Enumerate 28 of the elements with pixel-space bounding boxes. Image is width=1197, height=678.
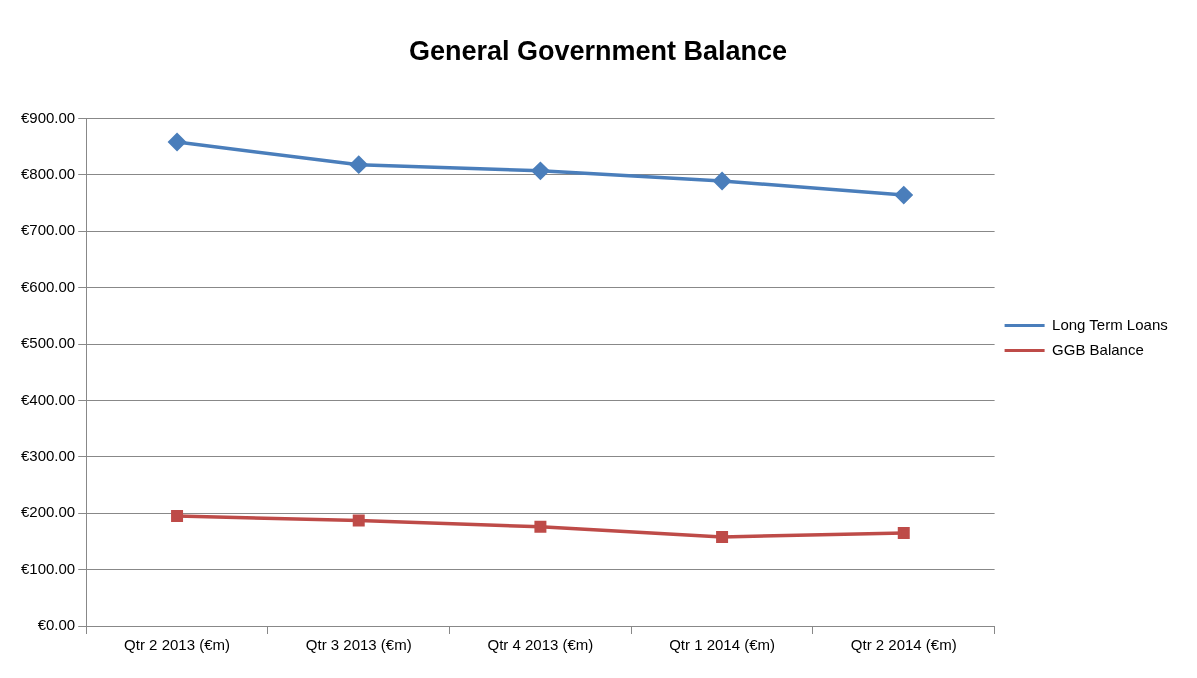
- x-tick-label: Qtr 2 2013 (€m): [124, 636, 230, 654]
- y-tick-label: €400.00: [20, 390, 76, 408]
- x-tick-label: Qtr 1 2014 (€m): [669, 636, 776, 654]
- y-tick-label: €700.00: [20, 221, 76, 239]
- point: [352, 514, 365, 527]
- point: [171, 510, 184, 523]
- y-tick-label: €900.00: [20, 108, 76, 126]
- x-tick-label: Qtr 4 2013 (€m): [487, 636, 594, 654]
- point: [713, 172, 731, 190]
- legend-label: GGB Balance: [1052, 340, 1144, 358]
- y-tick-label: €800.00: [20, 164, 76, 182]
- legend-label: Long Term Loans: [1052, 315, 1168, 333]
- y-tick-label: €0.00: [37, 616, 76, 634]
- point: [531, 162, 550, 180]
- point: [168, 133, 186, 151]
- chart-title: General Government Balance: [408, 35, 788, 66]
- point: [897, 526, 910, 539]
- y-tick-label: €200.00: [20, 503, 76, 521]
- point: [895, 186, 913, 204]
- point: [349, 155, 368, 174]
- y-tick-label: €600.00: [20, 277, 76, 295]
- x-tick-label: Qtr 2 2014 (€m): [850, 636, 957, 654]
- x-tick-label: Qtr 3 2013 (€m): [305, 636, 412, 654]
- point: [534, 520, 547, 533]
- y-tick-label: €100.00: [20, 559, 76, 577]
- y-tick-label: €500.00: [20, 334, 76, 352]
- y-tick-label: €300.00: [20, 446, 76, 464]
- point: [716, 530, 729, 543]
